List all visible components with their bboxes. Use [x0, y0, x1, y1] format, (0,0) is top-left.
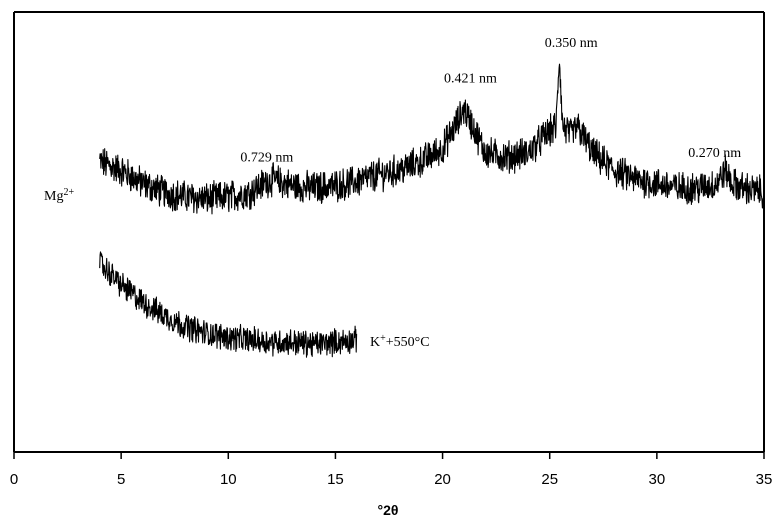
x-tick-label: 15: [327, 471, 344, 488]
peak-annotation: 0.350 nm: [545, 36, 598, 51]
series-label-mg: Mg2+: [44, 187, 74, 205]
x-tick-label: 10: [220, 471, 237, 488]
x-tick-label: 30: [649, 471, 666, 488]
annotation-layer: 0.729 nm 0.421 nm 0.350 nm 0.270 nm: [240, 36, 741, 165]
x-tick-label: 35: [756, 471, 773, 488]
series-trace-k550: [99, 251, 358, 358]
x-tick-label: 0: [10, 471, 18, 488]
x-ticks: 0 5 10 15 20 25 30 35: [10, 452, 773, 488]
x-tick-label: 20: [434, 471, 451, 488]
series-trace-mg: [99, 63, 765, 215]
peak-annotation: 0.421 nm: [444, 71, 497, 86]
series-label-k550: K++550°C: [370, 333, 430, 351]
plot-frame: [13, 11, 765, 453]
series-layer: [99, 63, 765, 358]
x-tick-label: 5: [117, 471, 125, 488]
peak-annotation: 0.729 nm: [240, 151, 293, 166]
series-labels: Mg2+ K++550°C: [44, 187, 430, 351]
x-axis-label: °2θ: [378, 502, 399, 518]
x-tick-label: 25: [541, 471, 558, 488]
peak-annotation: 0.270 nm: [688, 146, 741, 161]
